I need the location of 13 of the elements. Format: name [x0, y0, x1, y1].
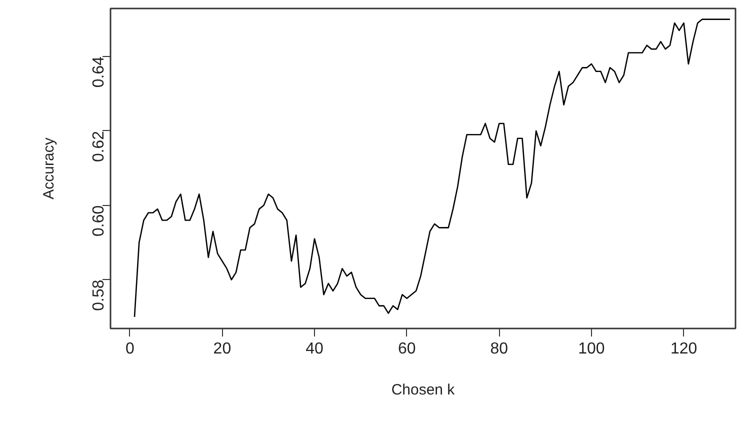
y-tick-label: 0.62	[90, 130, 108, 162]
x-tick-label: 60	[398, 340, 416, 358]
y-tick-label: 0.60	[90, 205, 108, 236]
x-axis-title: Chosen k	[391, 382, 456, 398]
x-tick-label: 20	[213, 340, 232, 358]
x-tick-label: 100	[578, 340, 605, 358]
y-axis-title: Accuracy	[40, 137, 58, 200]
x-tick-label: 80	[490, 340, 508, 358]
x-tick-label: 0	[125, 340, 134, 358]
y-tick-label: 0.58	[90, 280, 108, 311]
y-tick-label: 0.64	[90, 56, 108, 88]
x-tick-label: 120	[670, 340, 698, 358]
x-tick-label: 40	[306, 340, 324, 358]
